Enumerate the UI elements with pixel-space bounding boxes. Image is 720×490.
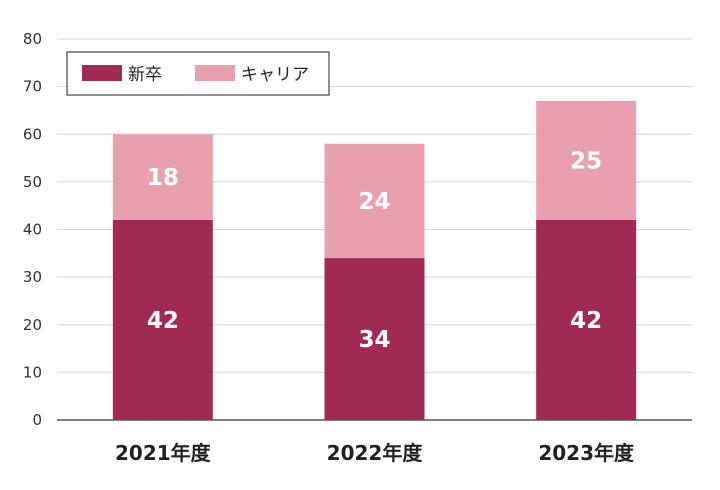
legend-swatch (195, 65, 235, 81)
x-tick-label: 2021年度 (115, 441, 212, 465)
legend: 新卒 キャリア (66, 51, 330, 96)
data-label: 18 (147, 165, 179, 191)
y-tick-label: 30 (23, 268, 42, 286)
bar-career-1 (324, 143, 425, 259)
x-axis-ticks: 2021年度 2022年度 2023年度 (115, 441, 635, 465)
legend-swatch (82, 65, 122, 81)
x-tick-label: 2022年度 (327, 441, 424, 465)
bar-career-0 (112, 134, 213, 220)
y-tick-label: 80 (23, 30, 42, 48)
legend-label: 新卒 (128, 65, 162, 85)
data-label: 34 (358, 327, 390, 353)
y-tick-label: 20 (23, 316, 42, 334)
y-tick-label: 70 (23, 78, 42, 96)
bar-shinsotsu-1 (324, 258, 425, 420)
y-tick-label: 0 (32, 411, 42, 429)
data-label: 24 (358, 189, 390, 215)
y-tick-label: 50 (23, 173, 42, 191)
bars: 42 18 34 24 42 25 (112, 100, 637, 420)
data-label: 42 (570, 308, 602, 334)
y-axis-ticks: 0 10 20 30 40 50 60 70 80 (23, 30, 42, 429)
y-tick-label: 60 (23, 125, 42, 143)
bar-shinsotsu-0 (112, 219, 213, 420)
x-tick-label: 2023年度 (538, 441, 635, 465)
legend-label: キャリア (241, 65, 309, 85)
y-tick-label: 10 (23, 363, 42, 381)
y-tick-label: 40 (23, 221, 42, 239)
data-label: 42 (147, 308, 179, 334)
data-label: 25 (570, 148, 602, 174)
bar-shinsotsu-2 (536, 219, 637, 420)
bar-career-2 (536, 100, 637, 220)
